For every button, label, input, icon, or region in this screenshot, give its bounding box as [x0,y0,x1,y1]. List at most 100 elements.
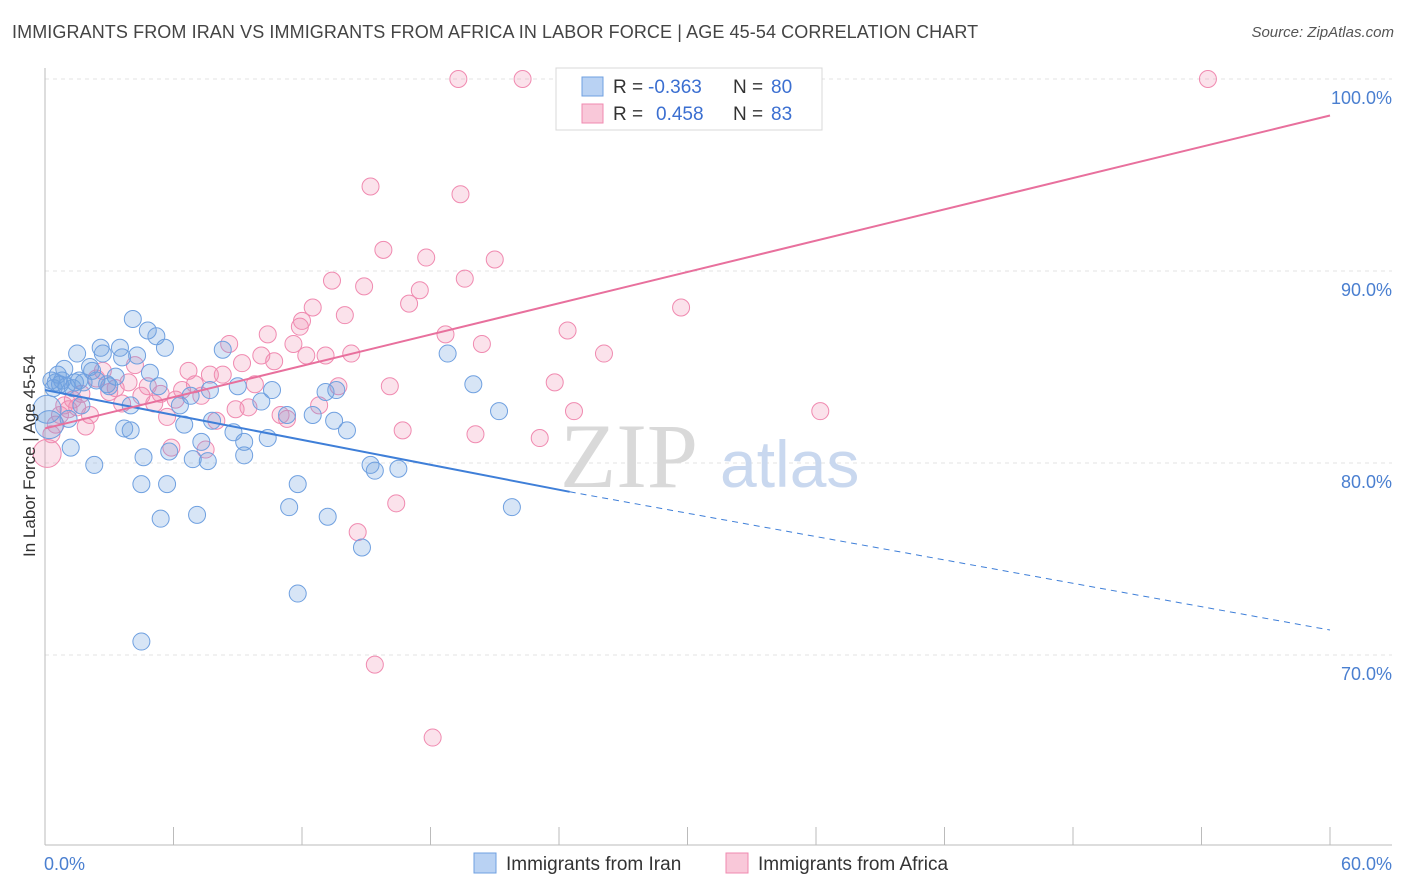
point-iran-54 [235,432,254,451]
point-iran-33 [128,346,147,365]
y-tick-label-90: 90.0% [1341,280,1392,300]
point-iran-8 [55,359,74,378]
legend-n-label-africa: N = [733,104,763,125]
point-iran-63 [318,507,337,526]
point-africa-60 [393,421,412,440]
point-iran-73 [464,375,483,394]
point-iran-71 [389,459,408,478]
point-africa-51 [335,306,354,325]
point-africa-59 [387,494,406,513]
point-iran-19 [83,361,102,380]
point-iran-56 [252,392,271,411]
point-africa-82 [293,311,311,330]
point-africa-30 [200,365,219,384]
point-africa-79 [811,402,830,421]
point-africa-0 [32,438,62,468]
point-africa-64 [423,728,442,747]
legend-n-value-iran: 80 [771,77,792,98]
bottom-legend-swatch-iran [473,852,497,874]
trend-lines [44,114,1331,631]
legend-r-value-iran: -0.363 [648,77,702,98]
y-axis-title: In Labor Force | Age 45-54 [20,355,39,557]
point-africa-68 [466,425,485,444]
point-africa-67 [455,269,474,288]
point-iran-43 [160,442,179,461]
point-iran-59 [278,406,297,424]
point-iran-76 [132,632,151,651]
point-africa-49 [322,271,341,290]
point-africa-78 [672,298,691,317]
point-africa-57 [374,240,393,259]
point-iran-0 [32,394,62,424]
point-iran-68 [352,538,371,557]
y-tick-label-70: 70.0% [1341,664,1392,684]
point-iran-67 [337,421,356,440]
point-iran-74 [490,402,509,421]
point-iran-64 [325,411,344,430]
trend-line-iran [44,389,570,493]
legend-swatch-iran [581,76,604,97]
chart-source: Source: ZipAtlas.com [1251,24,1394,41]
point-africa-54 [355,277,374,296]
legend-n-value-africa: 83 [771,104,792,125]
point-africa-72 [530,429,549,448]
point-iran-77 [303,406,322,424]
point-iran-35 [134,448,153,467]
point-africa-39 [258,325,277,344]
bottom-legend-label-africa: Immigrants from Africa [758,854,948,875]
bottom-legend: Immigrants from Iran Immigrants from Afr… [473,852,948,875]
point-iran-32 [123,310,142,328]
point-africa-80 [1198,70,1217,88]
point-iran-48 [183,450,202,469]
point-africa-32 [213,365,232,384]
point-iran-52 [213,340,232,359]
point-africa-66 [451,185,470,204]
point-iran-26 [106,367,125,386]
point-iran-37 [140,363,159,382]
point-africa-76 [594,344,613,363]
point-africa-35 [233,354,252,373]
point-africa-55 [361,177,380,196]
point-africa-65 [436,325,455,344]
y-tick-label-100: 100.0% [1331,88,1392,108]
point-iran-11 [61,438,80,457]
point-africa-58 [380,377,399,396]
point-iran-75 [502,498,521,517]
x-tick-label-max: 60.0% [1341,854,1392,874]
point-africa-46 [303,298,322,317]
point-iran-40 [151,509,170,528]
point-africa-81 [449,70,468,88]
point-africa-73 [545,373,564,392]
bottom-legend-label-iran: Immigrants from Iran [506,854,681,875]
y-tick-labels: 70.0% 80.0% 90.0% 100.0% [1331,88,1392,684]
point-africa-69 [472,334,491,353]
point-iran-70 [365,461,384,480]
trend-line-iran-extrapolated [569,491,1331,631]
point-iran-42 [158,475,177,494]
point-africa-62 [410,281,429,300]
point-iran-31 [121,421,140,440]
point-iran-16 [72,396,91,415]
legend-box: R = -0.363 N = 80 R = 0.458 N = 83 [555,67,823,131]
point-iran-55 [235,446,254,465]
point-iran-20 [85,455,104,474]
point-iran-46 [188,505,207,524]
point-iran-49 [198,452,217,471]
point-africa-70 [485,250,504,269]
legend-r-label-iran: R = [613,77,643,98]
point-iran-61 [288,475,307,494]
trend-line-africa [44,114,1331,430]
point-iran-45 [181,386,200,405]
point-iran-57 [263,381,282,400]
chart-title: IMMIGRANTS FROM IRAN VS IMMIGRANTS FROM … [12,22,979,42]
legend-n-label-iran: N = [733,77,763,98]
point-iran-60 [280,498,299,517]
point-africa-71 [513,70,532,88]
point-iran-39 [149,377,168,396]
point-africa-53 [348,523,367,542]
legend-swatch-africa [581,103,604,124]
point-africa-74 [558,321,577,340]
point-iran-72 [438,344,457,363]
gridlines [45,78,1392,656]
